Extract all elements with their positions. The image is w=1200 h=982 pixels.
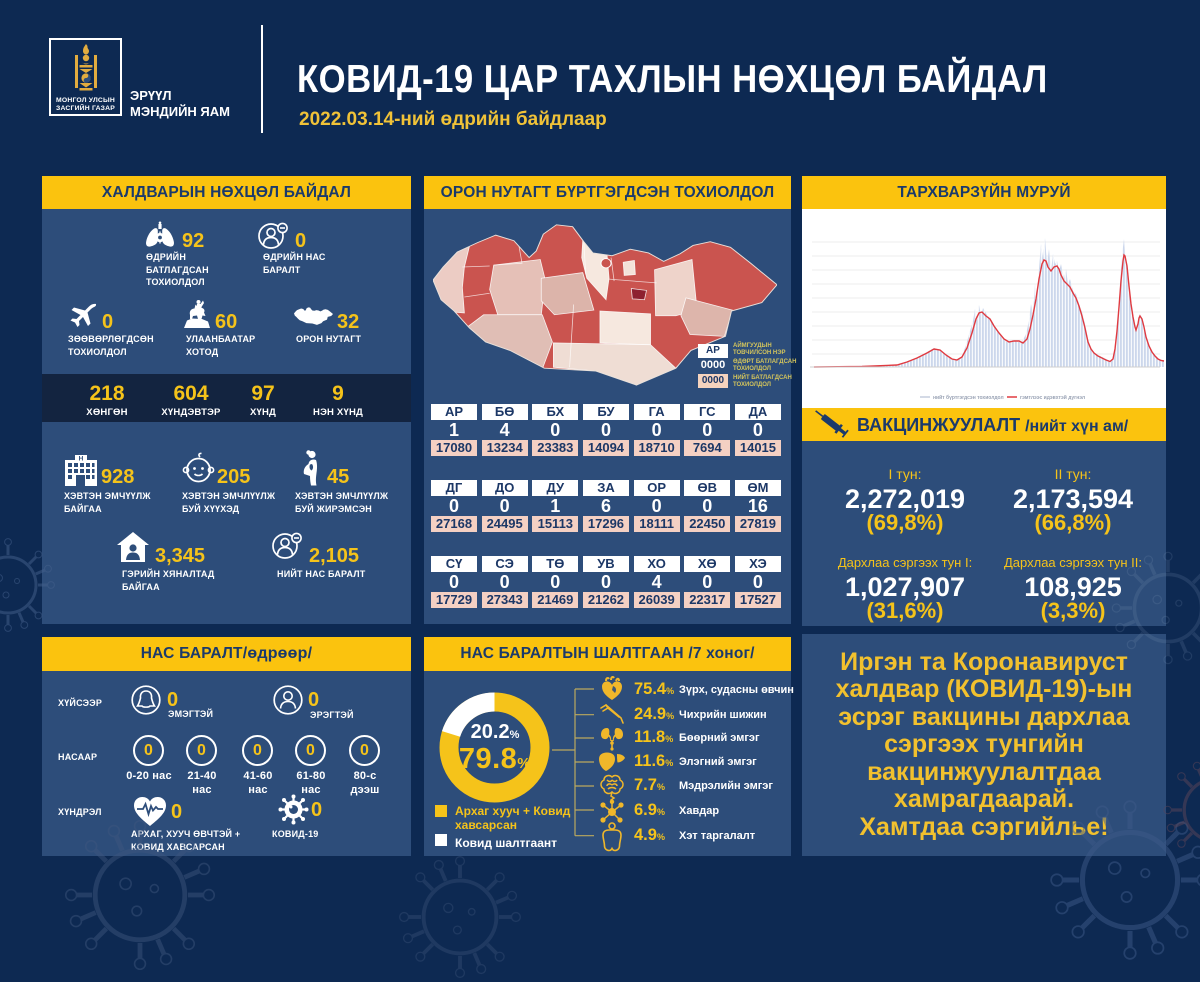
svg-text:нийт бүртгэгдсэн тохиолдол: нийт бүртгэгдсэн тохиолдол [933,394,1004,401]
svg-text:H: H [79,456,84,463]
svg-text:гэмтлээс идэвхтэй дүгнэл: гэмтлээс идэвхтэй дүгнэл [1020,394,1085,401]
